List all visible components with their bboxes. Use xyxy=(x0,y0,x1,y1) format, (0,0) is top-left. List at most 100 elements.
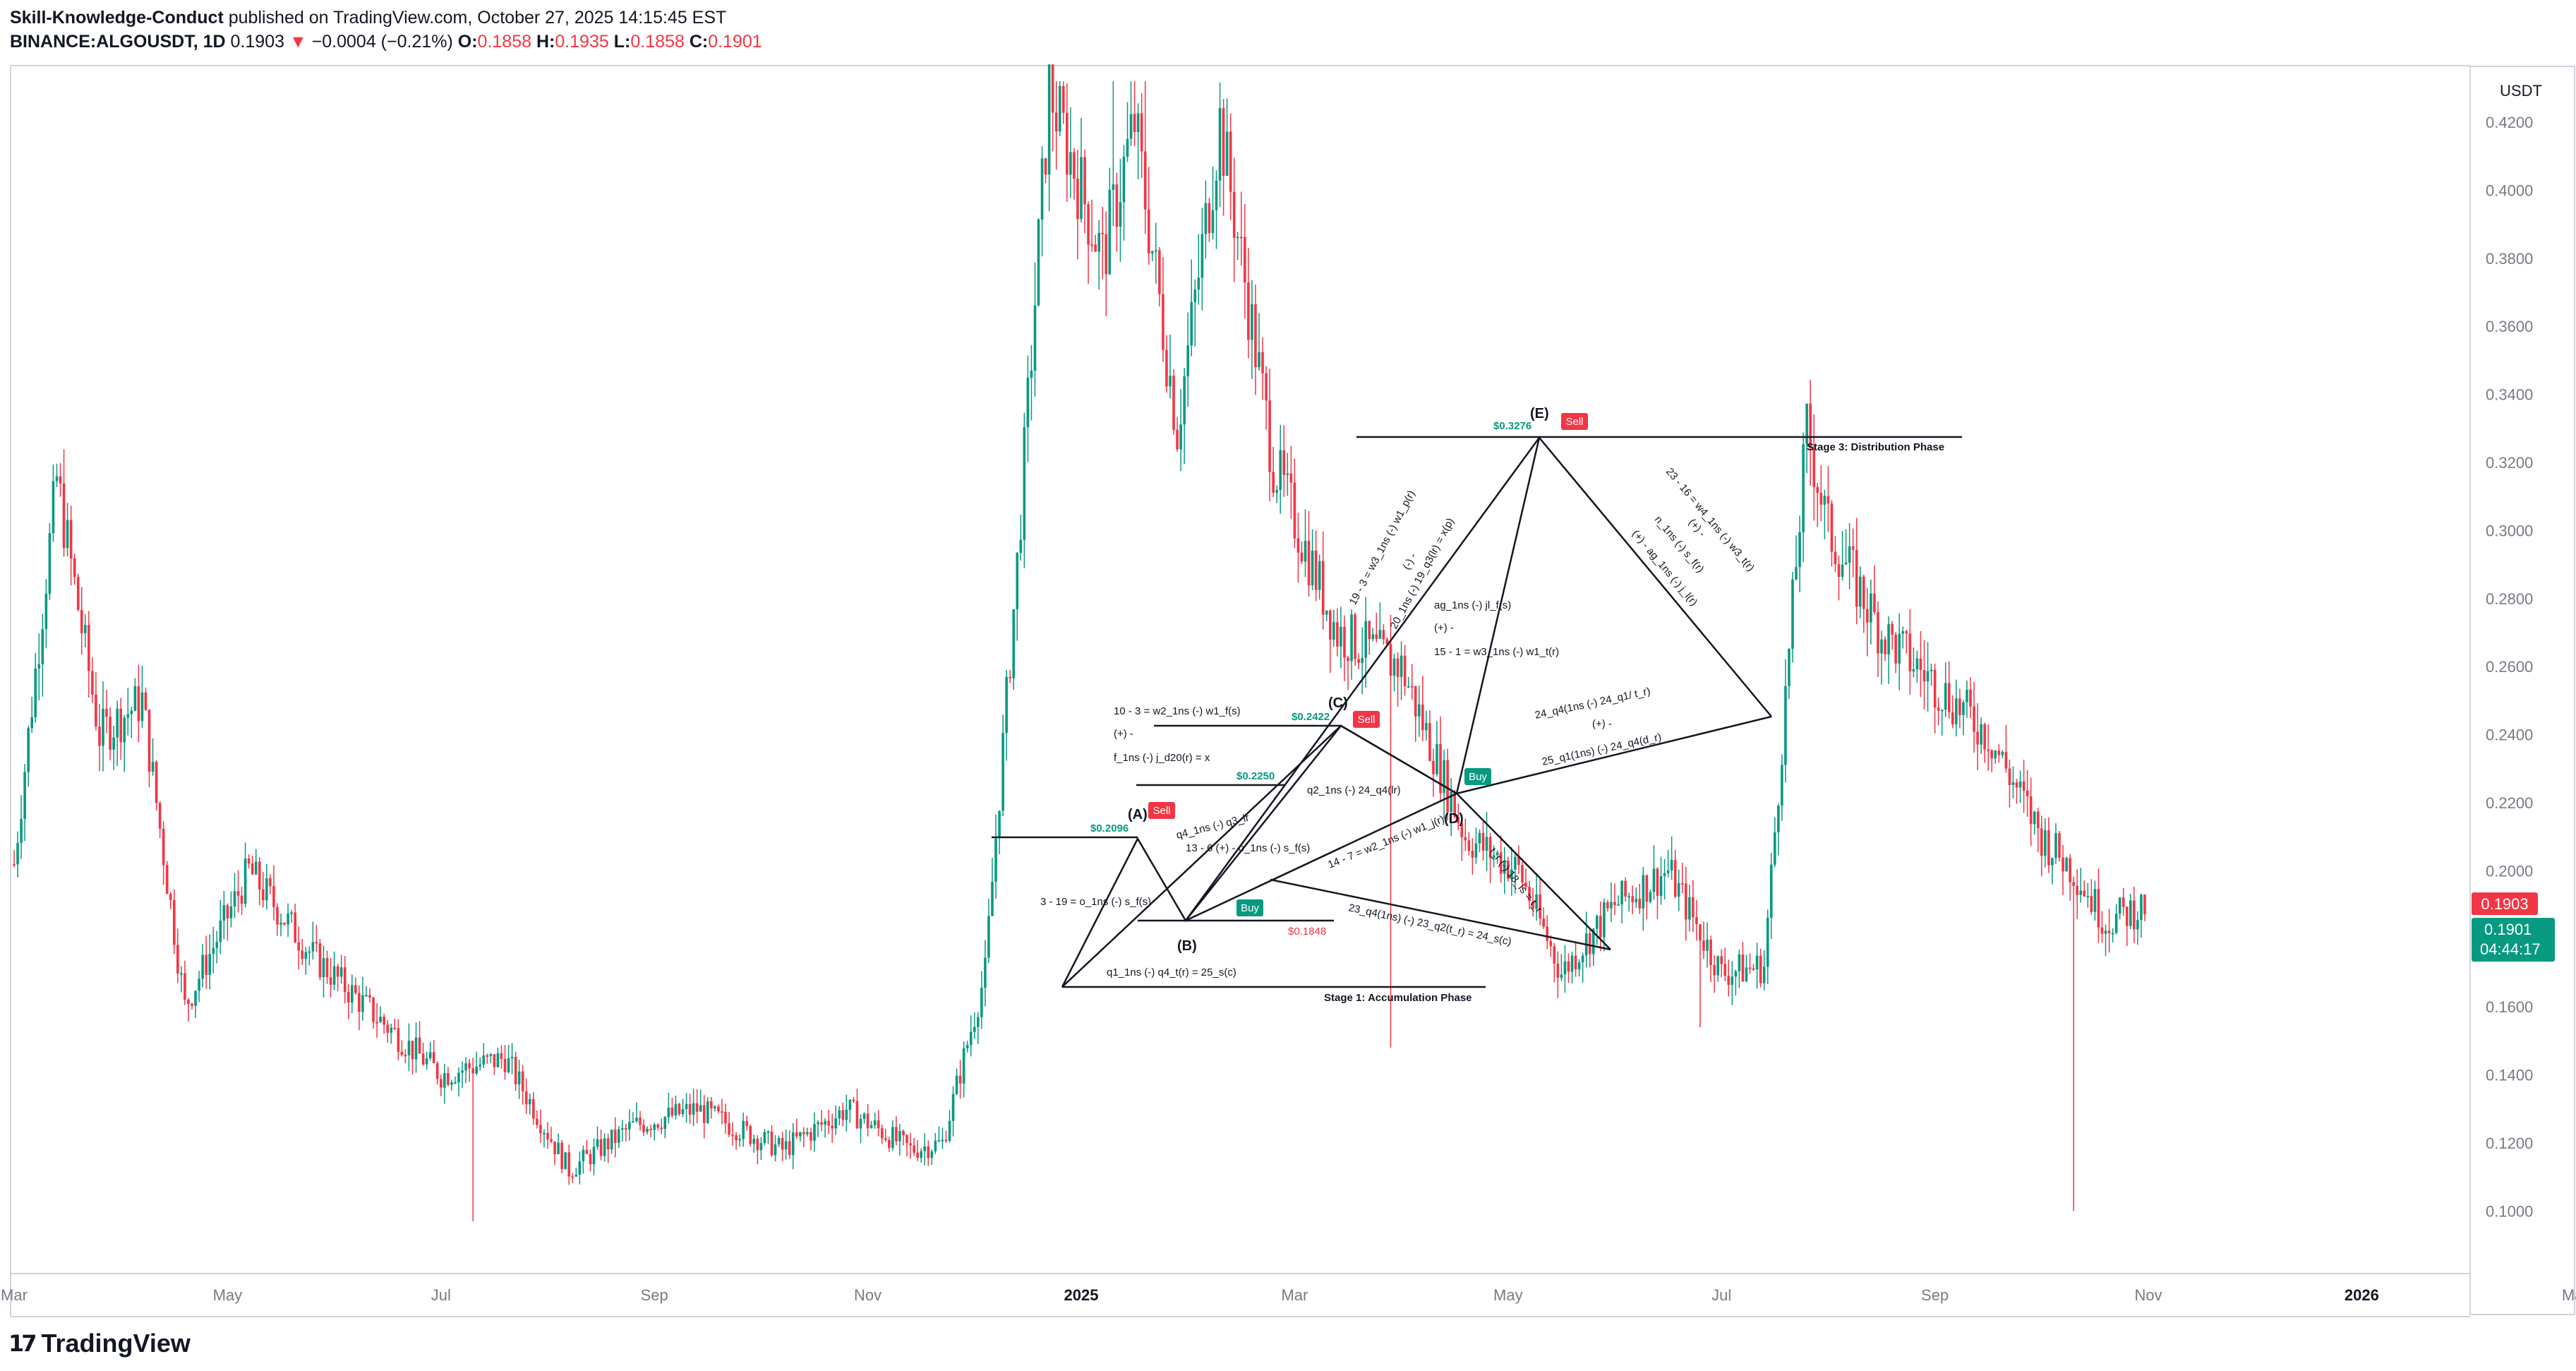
eq-plusminus-3: (+) - xyxy=(1592,718,1612,730)
candle-body xyxy=(738,1139,741,1141)
candle-body xyxy=(354,985,357,993)
eq-ag2: (+) - ag_1ns (-) j_l(r) xyxy=(1630,528,1700,609)
candle-body xyxy=(301,950,304,959)
candle-body xyxy=(1731,976,1734,986)
candle-body xyxy=(529,1098,531,1105)
leg-e-right xyxy=(1539,437,1772,717)
candle-body xyxy=(1926,671,1930,682)
candle-body xyxy=(254,861,258,875)
candle-body xyxy=(368,995,371,998)
candle-body xyxy=(688,1104,692,1115)
candle-body xyxy=(1183,376,1186,425)
abcde-path xyxy=(1061,437,1541,988)
candle-body xyxy=(1382,630,1385,640)
candle-body xyxy=(1720,956,1723,964)
candle-body xyxy=(517,1071,521,1084)
candle-body xyxy=(1962,702,1965,715)
candle-body xyxy=(1685,883,1687,920)
candle-body xyxy=(62,483,66,549)
candle-body xyxy=(1485,837,1488,851)
candle-body xyxy=(1133,114,1136,133)
y-tick-label: 0.2800 xyxy=(2486,590,2533,608)
candle-body xyxy=(479,1065,482,1067)
eq-25-q1: 25_q1(1ns) (-) 24_q4(d_r) xyxy=(1541,731,1662,768)
candle-body xyxy=(1524,882,1527,887)
stage1-label: Stage 1: Accumulation Phase xyxy=(1324,992,1472,1004)
candle-body xyxy=(1143,151,1147,210)
candle-body xyxy=(841,1110,845,1120)
candle-body xyxy=(76,577,80,610)
candle-body xyxy=(642,1125,645,1132)
candle-body xyxy=(831,1125,833,1129)
candle-body xyxy=(1066,112,1069,175)
candle-body xyxy=(2107,930,2111,934)
buy-badge-b-label: Buy xyxy=(1241,902,1259,914)
x-tick-label: Sep xyxy=(1921,1286,1949,1304)
axis-layer: USDT 0.4200 0.4000 0.3800 0.3600 0.3400 0.3200… xyxy=(1,66,2576,1315)
candle-body xyxy=(1531,901,1534,909)
candle-body xyxy=(1158,250,1161,294)
candle-body xyxy=(73,558,76,577)
x-tick-label: May xyxy=(213,1286,243,1304)
candle-body xyxy=(660,1127,663,1130)
candle-body xyxy=(1033,305,1037,371)
candle-body xyxy=(955,1075,958,1094)
candle-body xyxy=(1741,954,1745,982)
candle-body xyxy=(869,1125,873,1128)
author-name[interactable]: Skill-Knowledge-Conduct xyxy=(10,8,224,28)
candle-body xyxy=(902,1131,905,1135)
y-tick-label: 0.1600 xyxy=(2486,998,2533,1016)
candle-body xyxy=(95,694,97,727)
candle-body xyxy=(1083,157,1086,205)
publish-line: Skill-Knowledge-Conduct published on Tra… xyxy=(10,6,762,30)
candle-body xyxy=(770,1131,774,1156)
candle-body xyxy=(1481,832,1485,851)
candle-body xyxy=(2118,897,2121,914)
candle-body xyxy=(1265,373,1268,401)
candle-body xyxy=(710,1101,713,1108)
candle-body xyxy=(1279,450,1282,491)
y-tick-label: 0.2000 xyxy=(2486,862,2533,880)
bar-countdown: 04:44:17 xyxy=(2480,940,2541,958)
candle-body xyxy=(1759,955,1762,983)
y-tick-label: 0.3000 xyxy=(2486,522,2533,539)
candle-body xyxy=(1329,610,1332,640)
candle-body xyxy=(2054,833,2057,858)
candle-body xyxy=(1826,496,1830,504)
candle-body xyxy=(1101,232,1105,234)
candle-body xyxy=(692,1103,695,1115)
candle-body xyxy=(2143,894,2146,915)
candle-body xyxy=(34,668,37,717)
x-tick-label: Mar xyxy=(2562,1286,2576,1304)
candle-body xyxy=(1663,873,1666,876)
candle-body xyxy=(717,1106,720,1112)
candle-body xyxy=(799,1132,802,1137)
candle-body xyxy=(855,1101,859,1129)
candle-body xyxy=(1026,377,1030,428)
candle-body xyxy=(454,1082,457,1084)
candle-body xyxy=(297,942,300,951)
candle-body xyxy=(1798,532,1801,568)
candle-body xyxy=(500,1053,503,1059)
candle-body xyxy=(998,810,1001,839)
chart-frame[interactable] xyxy=(10,65,2470,1317)
candle-body xyxy=(339,967,343,977)
candle-body xyxy=(1514,856,1517,870)
candle-body xyxy=(1016,553,1019,610)
candle-body xyxy=(435,1063,439,1079)
candle-body xyxy=(1347,657,1349,661)
candle-body xyxy=(592,1147,596,1165)
candle-body xyxy=(1254,304,1257,368)
candle-body xyxy=(596,1139,599,1147)
candle-body xyxy=(205,954,207,975)
candle-body xyxy=(1457,817,1460,824)
tradingview-logo[interactable]: 𝟭𝟳 TradingView xyxy=(8,1326,191,1361)
candle-body xyxy=(1293,482,1296,539)
candle-body xyxy=(464,1063,467,1071)
candle-body xyxy=(1499,852,1503,874)
candle-body xyxy=(30,717,33,729)
candle-body xyxy=(48,533,52,594)
candle-body xyxy=(1539,894,1541,918)
candle-body xyxy=(1375,634,1378,639)
